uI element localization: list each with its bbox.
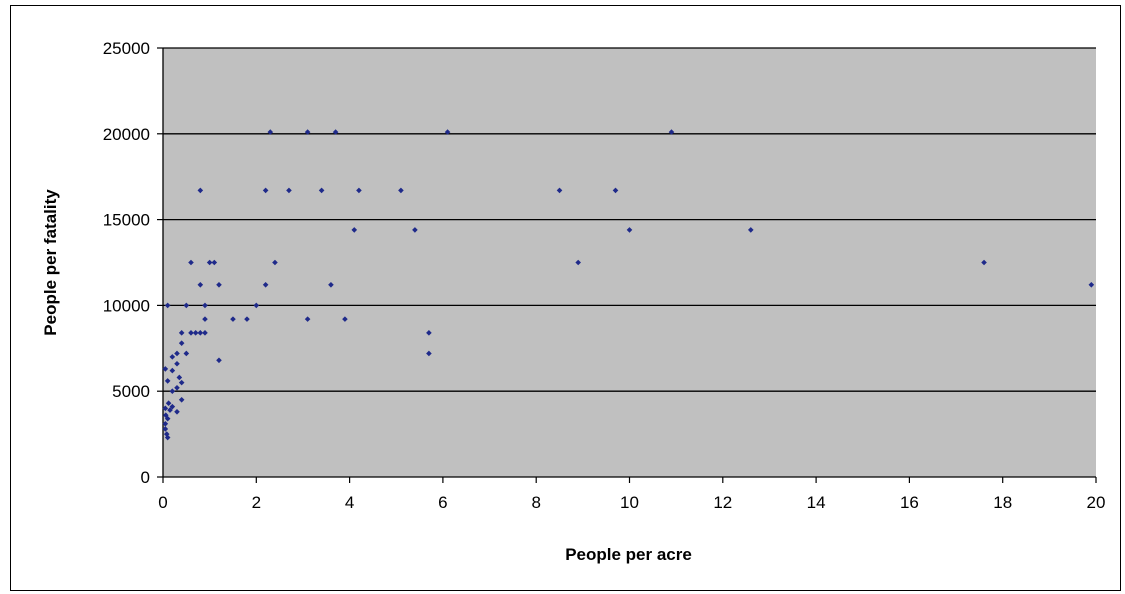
y-axis-ticks: 0 5000 10000 15000 20000 25000 <box>103 39 163 487</box>
data-point <box>183 302 190 309</box>
data-point <box>253 302 260 309</box>
data-point <box>197 187 204 194</box>
data-point <box>981 259 987 266</box>
x-tick-label: 4 <box>345 493 354 512</box>
x-tick-label: 12 <box>713 493 732 512</box>
data-point <box>202 316 208 322</box>
data-points <box>162 129 1095 441</box>
data-point <box>178 379 185 386</box>
data-point <box>262 282 269 288</box>
data-point <box>162 421 169 427</box>
data-point <box>162 412 169 419</box>
data-point <box>164 302 171 309</box>
y-axis-title: People per fatality <box>41 189 60 336</box>
data-point <box>169 367 176 374</box>
x-tick-label: 10 <box>620 493 639 512</box>
data-point <box>262 187 269 194</box>
y-tick-label: 25000 <box>103 39 150 58</box>
data-point <box>747 227 754 233</box>
data-point <box>216 357 222 364</box>
data-point <box>202 302 208 309</box>
data-point <box>398 187 404 194</box>
data-point <box>174 350 180 357</box>
data-point <box>174 384 180 391</box>
data-point <box>304 129 311 135</box>
x-axis-ticks: 0 2 4 6 8 10 12 14 16 18 20 <box>158 477 1105 512</box>
x-tick-label: 16 <box>900 493 919 512</box>
data-point <box>328 282 334 288</box>
data-point <box>244 316 250 322</box>
data-point <box>556 187 563 194</box>
data-point <box>197 330 204 336</box>
data-point <box>332 129 339 135</box>
data-point <box>174 408 180 415</box>
data-point <box>178 396 185 403</box>
data-point <box>174 360 180 367</box>
data-point <box>188 259 194 266</box>
data-point <box>351 227 358 233</box>
data-point <box>356 187 362 194</box>
data-point <box>169 388 176 394</box>
data-point <box>267 129 274 135</box>
x-axis-title: People per acre <box>565 545 692 564</box>
data-point <box>318 187 325 194</box>
data-point <box>216 282 222 288</box>
data-point <box>1088 282 1095 288</box>
data-point <box>169 354 176 360</box>
data-point <box>183 350 190 357</box>
data-point <box>575 259 581 266</box>
data-point <box>165 400 172 407</box>
y-tick-label: 10000 <box>103 296 150 315</box>
y-tick-label: 20000 <box>103 125 150 144</box>
gridlines <box>163 47 1096 392</box>
y-tick-label: 5000 <box>112 382 150 401</box>
data-point <box>272 259 278 266</box>
y-tick-label: 0 <box>141 468 150 487</box>
data-point <box>211 259 218 266</box>
data-point <box>178 330 185 336</box>
data-point <box>163 431 170 437</box>
data-point <box>197 282 204 288</box>
data-point <box>444 129 451 135</box>
x-tick-label: 2 <box>252 493 261 512</box>
data-point <box>167 407 173 413</box>
data-point <box>188 330 194 336</box>
data-point <box>206 259 213 266</box>
x-tick-label: 14 <box>807 493 826 512</box>
data-point <box>164 378 171 384</box>
data-point <box>169 403 176 410</box>
data-point <box>164 415 171 422</box>
x-tick-label: 6 <box>438 493 447 512</box>
plot-area <box>163 48 1096 477</box>
x-tick-label: 8 <box>531 493 540 512</box>
data-point <box>286 187 292 194</box>
data-point <box>342 316 348 322</box>
data-point <box>626 227 633 233</box>
data-point <box>192 330 199 336</box>
data-point <box>426 350 432 357</box>
data-point <box>176 374 183 381</box>
data-point <box>162 426 169 432</box>
x-tick-label: 18 <box>993 493 1012 512</box>
x-tick-label: 20 <box>1087 493 1106 512</box>
data-point <box>304 316 311 322</box>
data-point <box>668 129 675 135</box>
data-point <box>162 366 169 372</box>
data-point <box>412 227 418 233</box>
x-tick-label: 0 <box>158 493 167 512</box>
data-point <box>178 340 185 346</box>
data-point <box>202 330 208 336</box>
y-tick-label: 15000 <box>103 211 150 230</box>
data-point <box>612 187 619 194</box>
data-point <box>230 316 236 322</box>
data-point <box>162 405 169 412</box>
data-point <box>164 434 171 441</box>
data-point <box>426 330 432 336</box>
